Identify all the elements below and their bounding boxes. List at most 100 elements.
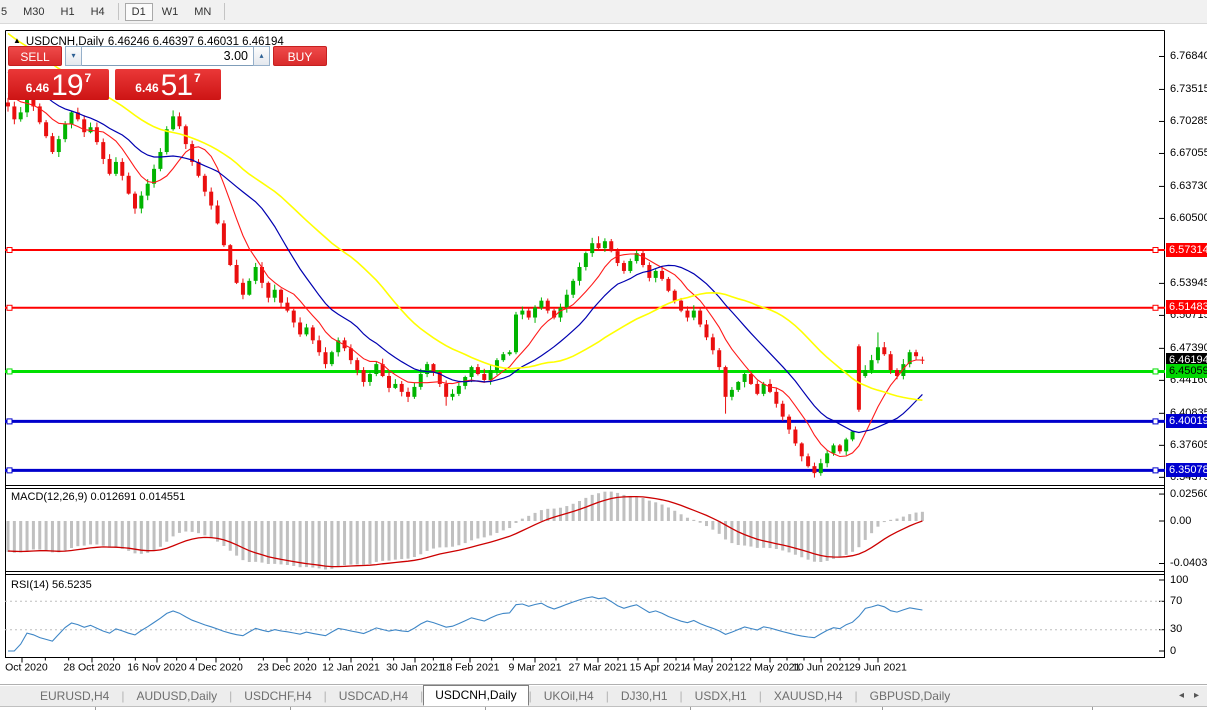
price-levels: [5, 247, 1165, 474]
price-level-badge: 6.40019: [1166, 413, 1207, 428]
level-handle[interactable]: [1152, 418, 1159, 425]
strip-tick: [882, 707, 883, 710]
price-axis-label: 6.60500: [1170, 211, 1207, 224]
volume-increase-button[interactable]: ▴: [253, 46, 270, 66]
date-label: 29 Jun 2021: [849, 662, 907, 674]
tab-separator: |: [679, 688, 683, 703]
volume-spinner: ▾ ▴: [65, 46, 270, 66]
timeframe-button-W1[interactable]: W1: [161, 5, 179, 18]
tab-scroll-left-icon[interactable]: ◂: [1178, 689, 1184, 701]
price-level-badge: 6.46194: [1166, 352, 1207, 367]
level-handle[interactable]: [1152, 467, 1159, 474]
rsi-panel: [5, 596, 1163, 652]
chart-symbol-label: USDCNH,Daily: [25, 36, 104, 48]
moving-average-8: [7, 92, 923, 458]
price-axis-label: 6.70285: [1170, 114, 1207, 127]
strip-tick: [95, 707, 96, 710]
strip-tick: [1092, 707, 1093, 710]
tab-separator: |: [323, 688, 327, 703]
chart-tab-AUDUSD[interactable]: AUDUSD,Daily: [136, 688, 218, 703]
date-label: 12 Jan 2021: [322, 662, 380, 674]
date-label: 23 Dec 2020: [257, 662, 317, 674]
level-handle[interactable]: [6, 467, 13, 474]
buy-price-big: 51: [160, 69, 193, 102]
level-handle[interactable]: [6, 418, 13, 425]
volume-input[interactable]: [82, 46, 253, 66]
chart-tab-USDCHF[interactable]: USDCHF,H4: [244, 688, 312, 703]
macd-axis-label: 0.025609: [1170, 487, 1207, 500]
timeframe-button-5[interactable]: 5: [1, 5, 8, 18]
level-handle[interactable]: [6, 368, 13, 375]
strip-tick: [485, 707, 486, 710]
price-axis-label: 6.37605: [1170, 438, 1207, 451]
timeframe-button-H1[interactable]: H1: [60, 5, 75, 18]
price-level-badge: 6.51483: [1166, 300, 1207, 315]
chart-tab-UKOil[interactable]: UKOil,H4: [543, 688, 594, 703]
chart-tab-XAUUSD[interactable]: XAUUSD,H4: [773, 688, 843, 703]
chart-ohlc-values: 6.46246 6.46397 6.46031 6.46194: [107, 36, 284, 48]
date-label: 9 Mar 2021: [508, 662, 561, 674]
one-click-trade-panel: SELL ▾ ▴ BUY 6.46 19 7 6.46 51 7: [8, 46, 327, 102]
rsi-axis-label: 30: [1170, 623, 1183, 636]
price-axis-label: 6.53945: [1170, 276, 1207, 289]
timeframe-button-M30[interactable]: M30: [23, 5, 45, 18]
date-label: 10 Jun 2021: [792, 662, 850, 674]
tab-separator: |: [605, 688, 609, 703]
chart-tab-USDCAD[interactable]: USDCAD,H4: [338, 688, 409, 703]
macd-panel: [6, 491, 924, 570]
date-label: 22 May 2021: [740, 662, 801, 674]
rsi-axis-label: 100: [1170, 573, 1189, 586]
buy-price-box[interactable]: 6.46 51 7: [115, 69, 221, 102]
price-axis-label: 6.67055: [1170, 146, 1207, 159]
date-label: 30 Jan 2021: [386, 662, 444, 674]
buy-price-base: 6.46: [135, 81, 159, 95]
price-level-badge: 6.35078: [1166, 462, 1207, 477]
sell-price-box[interactable]: 6.46 19 7: [8, 69, 109, 102]
sell-price-base: 6.46: [25, 81, 50, 95]
price-axis-label: 6.63730: [1170, 179, 1207, 192]
level-handle[interactable]: [6, 304, 13, 311]
buy-price-pip: 7: [194, 71, 201, 85]
tab-scroll-arrows: ◂ ▸: [1179, 684, 1199, 706]
toolbar-separator: [117, 3, 119, 20]
sell-price-pip: 7: [84, 71, 92, 85]
chart-tab-DJ30[interactable]: DJ30,H1: [620, 688, 668, 703]
chart-borders: [5, 30, 1165, 658]
date-label: 9 Oct 2020: [5, 662, 48, 674]
level-handle[interactable]: [1152, 368, 1159, 375]
timeframe-toolbar: 5 M30 H1 H4 D1 W1 MN: [0, 0, 1207, 24]
rsi-axis-label: 0: [1170, 644, 1177, 657]
timeframe-button-MN[interactable]: MN: [194, 5, 212, 18]
macd-axis-label: -0.040388: [1170, 556, 1207, 569]
chart-tab-GBPUSD[interactable]: GBPUSD,Daily: [869, 688, 951, 703]
chart-title: ▲ USDCNH,Daily 6.46246 6.46397 6.46031 6.4…: [13, 36, 284, 48]
chart-tab-EURUSD[interactable]: EURUSD,H4: [40, 688, 110, 703]
chart-tab-USDCNH[interactable]: USDCNH,Daily: [423, 685, 529, 706]
price-axis-label: 6.47390: [1170, 341, 1207, 354]
tab-separator: |: [121, 688, 125, 703]
sell-button[interactable]: SELL: [8, 46, 62, 66]
level-handle[interactable]: [1152, 247, 1159, 253]
bottom-strip: [0, 706, 1207, 710]
date-label: 27 Mar 2021: [569, 662, 628, 674]
price-level-badge: 6.57314: [1166, 242, 1207, 257]
sell-price-big: 19: [51, 69, 83, 102]
date-label: 4 Dec 2020: [189, 662, 243, 674]
date-label: 15 Apr 2021: [630, 662, 687, 674]
volume-decrease-button[interactable]: ▾: [65, 46, 82, 66]
tab-scroll-right-icon[interactable]: ▸: [1193, 689, 1199, 701]
chart-tab-USDX[interactable]: USDX,H1: [694, 688, 747, 703]
macd-label: MACD(12,26,9) 0.012691 0.014551: [11, 491, 186, 503]
price-axis: 6.76840 6.73515 6.70285 6.67055 6.63730 6.605…: [1166, 30, 1207, 680]
level-handle[interactable]: [1152, 304, 1159, 311]
buy-button[interactable]: BUY: [273, 46, 327, 66]
level-handle[interactable]: [6, 247, 13, 253]
timeframe-button-D1[interactable]: D1: [124, 2, 153, 21]
date-label: 28 Oct 2020: [63, 662, 120, 674]
symbol-tab-bar: EURUSD,H4 | AUDUSD,Daily | USDCHF,H4 | USDCAD,…: [0, 684, 1207, 706]
collapse-triangle-icon[interactable]: ▲: [13, 36, 21, 45]
timeframe-button-H4[interactable]: H4: [90, 5, 105, 18]
